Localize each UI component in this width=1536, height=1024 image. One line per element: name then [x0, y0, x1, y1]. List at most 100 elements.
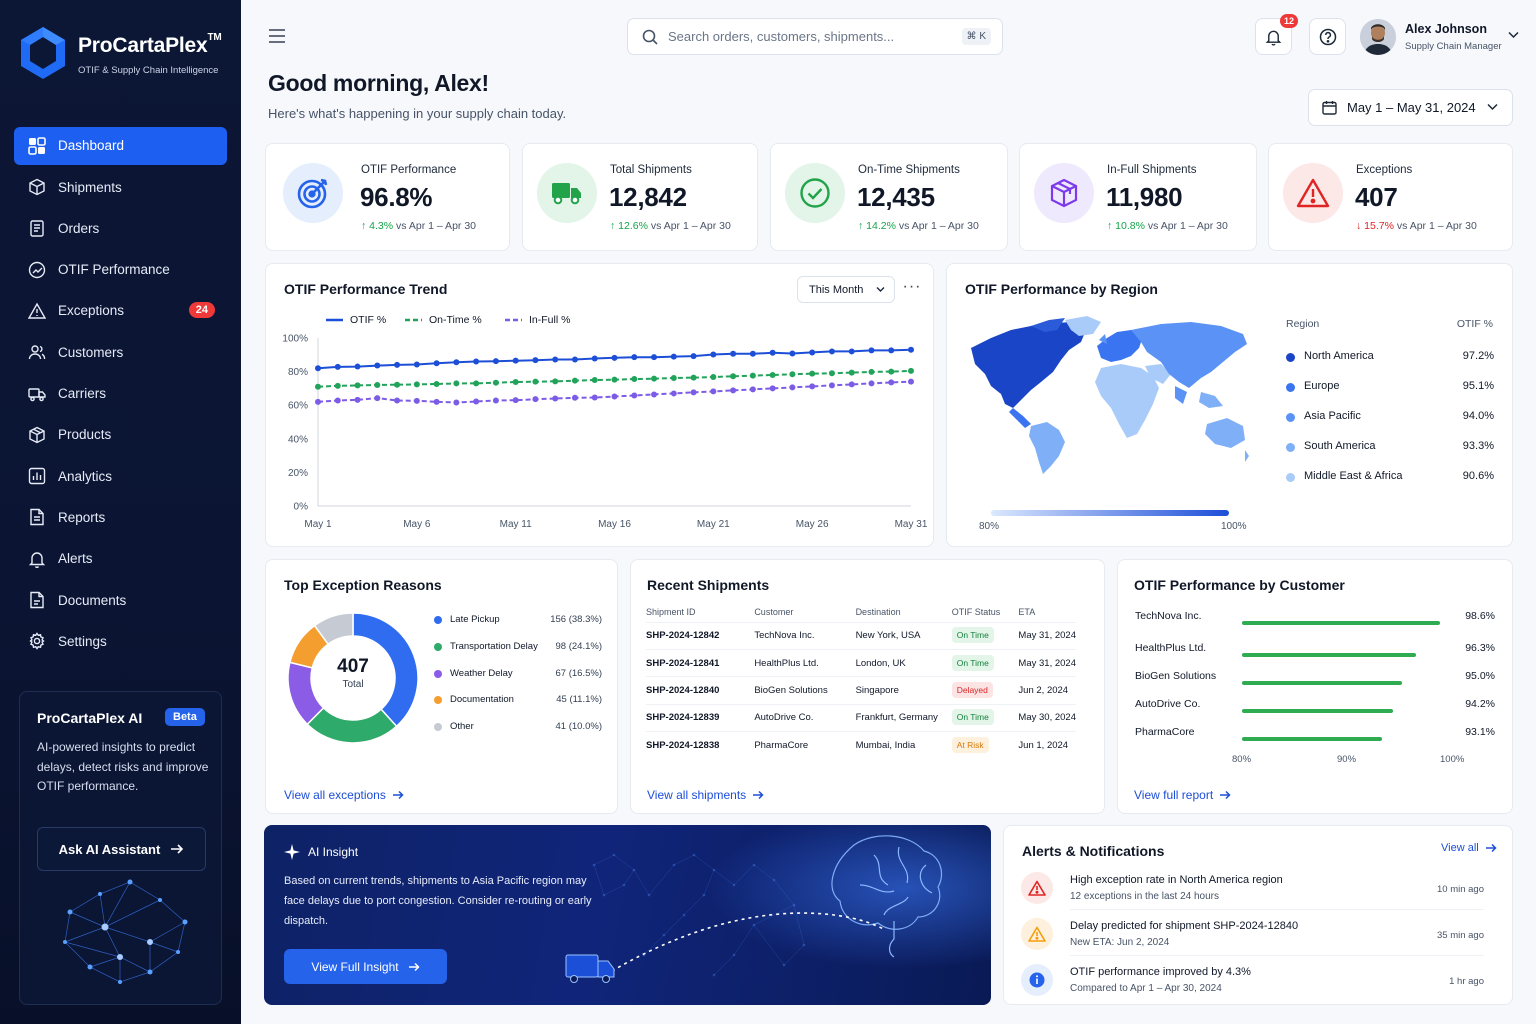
- table-row[interactable]: SHP-2024-12839 AutoDrive Co. Frankfurt, …: [646, 703, 1076, 732]
- data-point: [710, 351, 717, 358]
- data-point: [611, 354, 618, 361]
- sidebar-item-settings[interactable]: Settings: [14, 623, 227, 661]
- y-tick-label: 100%: [282, 334, 308, 345]
- legend-line: [405, 318, 422, 322]
- region-row[interactable]: Asia Pacific 94.0%: [1286, 408, 1494, 428]
- data-point: [473, 380, 480, 387]
- data-point: [354, 382, 361, 389]
- customer-bar: [1242, 709, 1394, 713]
- data-point: [374, 382, 381, 389]
- region-row[interactable]: North America 97.2%: [1286, 348, 1494, 368]
- view-all-alerts-link[interactable]: View all: [1441, 842, 1497, 854]
- data-point: [334, 397, 341, 404]
- data-point: [690, 353, 697, 360]
- sidebar-item-alerts[interactable]: Alerts: [14, 540, 227, 578]
- data-point: [571, 377, 578, 384]
- y-tick-label: 60%: [288, 401, 308, 412]
- sidebar-item-reports[interactable]: Reports: [14, 499, 227, 537]
- kpi-card-exceptions[interactable]: Exceptions 407 ↓ 15.7% vs Apr 1 – Apr 30: [1268, 143, 1513, 251]
- map-mea: [1095, 364, 1159, 438]
- map-north-america: [971, 322, 1086, 408]
- legend-swatch: [434, 643, 442, 651]
- table-row[interactable]: SHP-2024-12841 HealthPlus Ltd. London, U…: [646, 648, 1076, 677]
- column-header: Customer: [754, 606, 794, 617]
- kpi-value: 11,980: [1106, 182, 1183, 212]
- menu-icon[interactable]: [268, 28, 286, 44]
- ai-insight-tag: AI Insight: [284, 844, 358, 860]
- bell-icon: [28, 552, 46, 568]
- data-point: [374, 362, 381, 369]
- data-point: [552, 356, 559, 363]
- region-dot: [1286, 443, 1295, 452]
- help-button[interactable]: [1309, 18, 1346, 55]
- search-bar[interactable]: ⌘ K: [627, 18, 1003, 55]
- shipment-destination: New York, USA: [855, 621, 952, 650]
- period-dropdown[interactable]: This Month: [797, 276, 895, 303]
- ask-ai-assistant-button[interactable]: Ask AI Assistant: [37, 827, 206, 871]
- card-title: OTIF Performance Trend: [284, 281, 448, 297]
- data-point: [670, 390, 677, 397]
- alert-item[interactable]: OTIF performance improved by 4.3% Compar…: [1021, 964, 1484, 1010]
- chevron-down-icon[interactable]: [1508, 31, 1519, 39]
- world-map: [971, 316, 1249, 474]
- sidebar-item-label: Dashboard: [58, 138, 125, 154]
- more-options-icon[interactable]: ···: [902, 278, 922, 295]
- donut-slice: [313, 612, 354, 646]
- warning-icon: [1021, 918, 1053, 950]
- legend-in-full: In-Full %: [505, 314, 570, 326]
- date-range-picker[interactable]: May 1 – May 31, 2024: [1308, 89, 1513, 126]
- sidebar-item-label: Alerts: [58, 551, 93, 567]
- alert-item[interactable]: High exception rate in North America reg…: [1021, 872, 1484, 918]
- region-row[interactable]: South America 93.3%: [1286, 438, 1494, 458]
- region-row[interactable]: Europe 95.1%: [1286, 378, 1494, 398]
- table-row[interactable]: SHP-2024-12838 PharmaCore Mumbai, India …: [646, 731, 1076, 759]
- kpi-card-total-shipments[interactable]: Total Shipments 12,842 ↑ 12.6% vs Apr 1 …: [522, 143, 758, 251]
- sidebar-item-analytics[interactable]: Analytics: [14, 457, 227, 495]
- sidebar-item-shipments[interactable]: Shipments: [14, 168, 227, 206]
- view-all-shipments-link[interactable]: View all shipments: [647, 788, 764, 802]
- data-point: [908, 367, 914, 374]
- sidebar-item-orders[interactable]: Orders: [14, 210, 227, 248]
- axis-tick-90: 90%: [1337, 754, 1357, 765]
- warning-icon: [28, 302, 46, 319]
- data-point: [670, 353, 677, 360]
- kpi-card-on-time[interactable]: On-Time Shipments 12,435 ↑ 14.2% vs Apr …: [770, 143, 1008, 251]
- sidebar-item-label: Shipments: [58, 179, 122, 195]
- view-full-insight-button[interactable]: View Full Insight: [284, 949, 447, 984]
- sidebar-item-products[interactable]: Products: [14, 416, 227, 454]
- donut-total-label: Total: [342, 679, 364, 690]
- sidebar-item-otif-performance[interactable]: OTIF Performance: [14, 251, 227, 289]
- data-point: [809, 370, 816, 377]
- sidebar-item-exceptions[interactable]: Exceptions 24: [14, 292, 227, 330]
- card-title: Alerts & Notifications: [1022, 843, 1165, 859]
- alert-item[interactable]: Delay predicted for shipment SHP-2024-12…: [1021, 918, 1484, 964]
- kpi-card-otif[interactable]: OTIF Performance 96.8% ↑ 4.3% vs Apr 1 –…: [265, 143, 510, 251]
- legend-item: Weather Delay 67 (16.5%): [434, 666, 602, 684]
- data-point: [888, 368, 895, 375]
- otif-trend-chart: 100% 80% 60% 40% 20% 0% May 1 May 6 May 11 May 16…: [282, 334, 927, 531]
- view-all-exceptions-link[interactable]: View all exceptions: [284, 788, 404, 802]
- table-row[interactable]: SHP-2024-12840 BioGen Solutions Singapor…: [646, 676, 1076, 705]
- legend-item: Other 41 (10.0%): [434, 719, 602, 737]
- status-badge: On Time: [951, 654, 994, 671]
- region-row[interactable]: Middle East & Africa 90.6%: [1286, 468, 1494, 488]
- search-input[interactable]: [668, 29, 928, 44]
- sidebar-item-documents[interactable]: Documents: [14, 581, 227, 619]
- notifications-button[interactable]: 12: [1255, 14, 1298, 55]
- avatar[interactable]: [1360, 19, 1396, 55]
- data-point: [631, 392, 638, 399]
- sidebar-item-label: Reports: [58, 509, 106, 525]
- customer-otif-value: 98.6%: [1465, 610, 1495, 622]
- kpi-card-in-full[interactable]: In-Full Shipments 11,980 ↑ 10.8% vs Apr …: [1019, 143, 1257, 251]
- data-point: [413, 361, 420, 368]
- sidebar-item-customers[interactable]: Customers: [14, 333, 227, 371]
- sidebar-item-dashboard[interactable]: Dashboard: [14, 127, 227, 165]
- table-row[interactable]: SHP-2024-12842 TechNova Inc. New York, U…: [646, 621, 1076, 650]
- data-point: [552, 395, 559, 402]
- view-full-report-link[interactable]: View full report: [1134, 788, 1231, 802]
- card-title: Top Exception Reasons: [284, 577, 442, 593]
- chevron-down-icon: [876, 287, 885, 292]
- ai-card-title: ProCartaPlex AI: [37, 710, 143, 726]
- sidebar-item-carriers[interactable]: Carriers: [14, 375, 227, 413]
- data-point: [769, 349, 776, 356]
